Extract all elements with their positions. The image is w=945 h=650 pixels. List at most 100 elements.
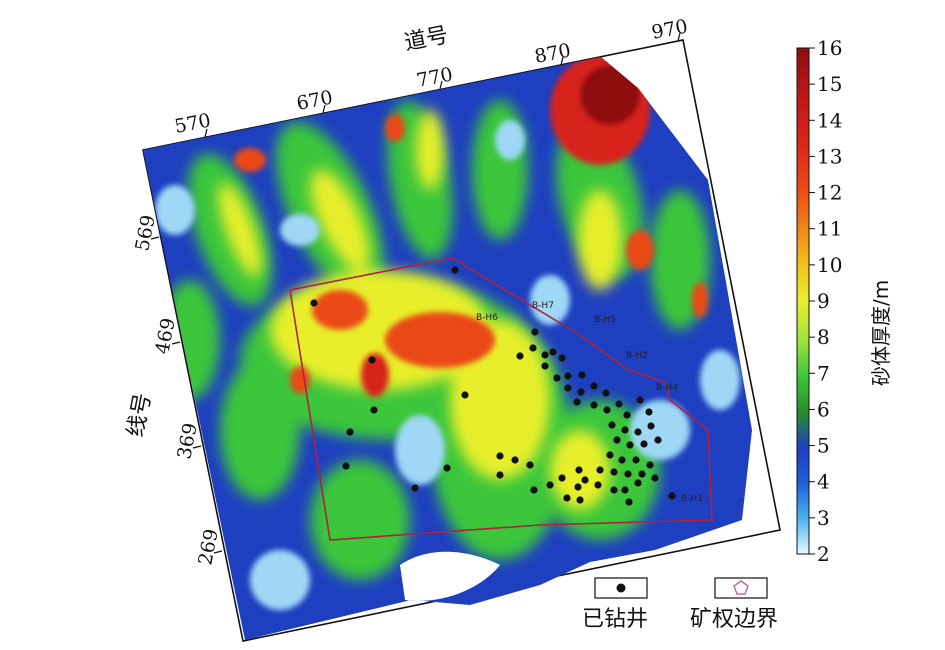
top-tick-mark [439,80,443,90]
legend-well-dot [616,583,626,593]
well-dot [558,474,566,482]
well-labels: B-H6 B-H7 B-H5 B-H2 B-H4 B-H1 [476,301,703,504]
well-dot [576,496,584,504]
well-dot [634,428,642,436]
well-dot [602,389,610,397]
left-tick-label: 569 [131,213,160,253]
left-tick-mark [192,445,202,449]
left-tick-label: 469 [151,316,180,356]
map-label-6: B-H1 [681,494,703,504]
well-dot [516,352,524,360]
colorbar-tick-label: 6 [817,397,830,421]
colorbar: 2 3 4 5 6 7 8 9 10 11 12 13 14 15 16 砂体厚度/m [796,36,893,566]
well-dot [541,362,549,370]
well-dot [346,428,354,436]
well-dot [370,406,378,414]
well-dot [496,471,504,479]
left-tick-label: 269 [194,527,223,567]
left-tick-mark [171,341,181,345]
well-dot [632,456,640,464]
well-dot [546,481,554,489]
legend-boundary-pentagon-icon [733,580,749,595]
thickness-fill-lightblue [155,120,740,610]
well-dot [443,464,451,472]
well-dot [646,461,654,469]
well-dot [530,486,538,494]
left-tick-label: 369 [173,421,202,461]
well-dot [531,328,539,336]
top-axis-title: 道号 [402,23,450,56]
map-label-5: B-H4 [656,383,678,393]
legend: 已钻井 矿权边界 [582,577,778,632]
legend-boundary-label: 矿权边界 [690,607,778,632]
colorbar-tick-label: 8 [817,325,830,349]
drilled-wells [310,266,676,506]
well-dot [411,484,419,492]
colorbar-tick-label: 16 [817,36,842,60]
thickness-map [143,57,752,640]
well-dot [668,492,676,500]
well-dot [368,356,376,364]
colorbar-tick-label: 2 [817,542,830,566]
well-dot [615,400,623,408]
well-dot [625,498,633,506]
left-tick-mark [150,236,160,240]
well-dot [640,440,648,448]
well-dot [563,494,571,502]
well-dot [638,470,646,478]
well-dot [575,466,583,474]
well-dot [577,388,585,396]
well-dot [574,483,582,491]
top-tick-mark [322,104,326,114]
colorbar-ticks: 2 3 4 5 6 7 8 9 10 11 12 13 14 15 16 [809,36,842,566]
well-dot [451,266,459,274]
map-label-4: B-H2 [626,351,648,361]
top-tick-mark [677,32,681,42]
well-dot [624,470,632,478]
map-label-3: B-H5 [594,315,616,325]
well-dot [578,371,586,379]
well-dot [558,354,566,362]
top-tick-label: 570 [173,109,213,138]
well-dot [610,486,618,494]
colorbar-scale [796,47,810,555]
colorbar-tick-label: 4 [817,470,830,494]
colorbar-tick-label: 9 [817,289,830,313]
colorbar-tick-label: 11 [817,217,842,241]
well-dot [651,474,659,482]
well-dot [636,396,644,404]
well-dot [603,406,611,414]
colorbar-tick-label: 5 [817,434,830,458]
colorbar-tick-label: 7 [817,361,830,385]
well-dot [529,344,537,352]
map-label-2: B-H7 [532,301,554,311]
well-dot [618,456,626,464]
legend-boundary-box [714,577,768,599]
well-dot [541,351,549,359]
colorbar-tick-label: 10 [817,253,842,277]
top-tick-mark [204,128,208,138]
well-dot [626,441,634,449]
colorbar-tick-label: 15 [817,72,842,96]
well-dot [590,382,598,390]
concession-boundary [289,257,713,541]
legend-well-label: 已钻井 [582,607,648,632]
blank-area-bottom [400,551,500,601]
well-dot [511,456,519,464]
well-dot [606,451,614,459]
well-dot [647,422,655,430]
well-dot [549,348,557,356]
map-label-1: B-H6 [476,313,498,323]
top-tick-mark [560,56,564,66]
well-dot [564,372,572,380]
well-dot [608,421,616,429]
well-dot [596,466,604,474]
colorbar-tick-label: 3 [817,506,830,530]
well-dot [613,436,621,444]
well-dot [590,401,598,409]
colorbar-title: 砂体厚度/m [869,280,893,386]
left-axis-title: 线号 [123,391,156,439]
colorbar-tick-label: 14 [817,108,842,132]
map-frame [142,39,781,642]
thickness-fill-red [234,57,708,397]
